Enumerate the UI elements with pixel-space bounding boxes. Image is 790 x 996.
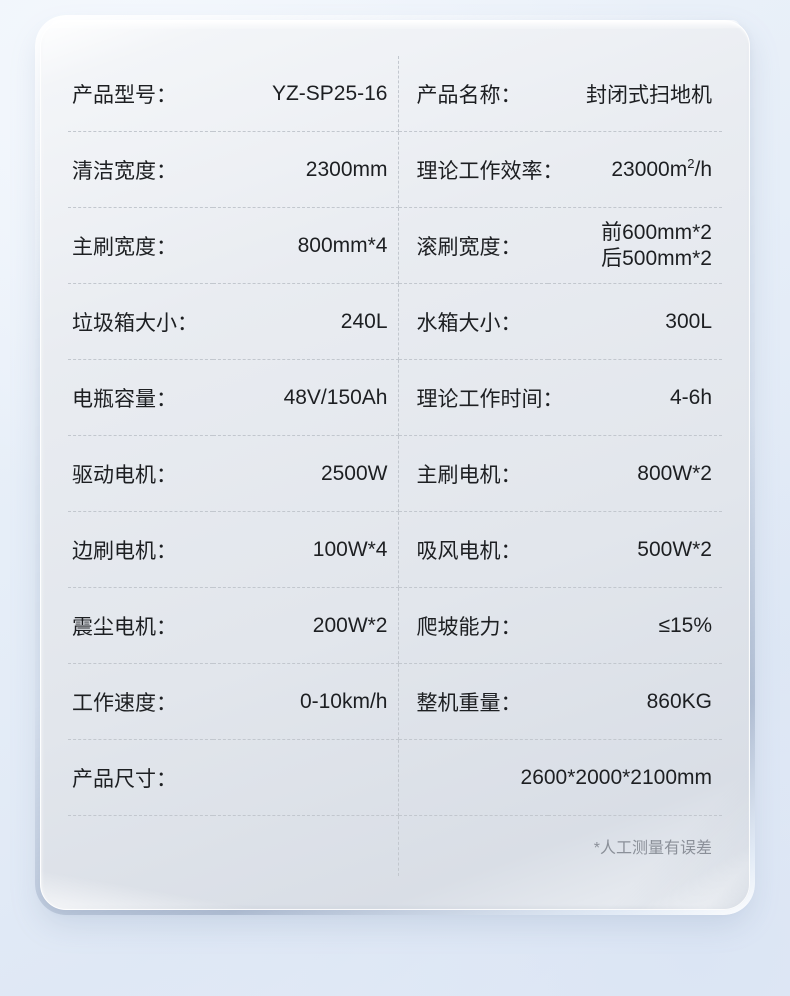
spec-value-prefix: 23000m <box>611 157 688 181</box>
table-row: 驱动电机： 2500W 主刷电机： 800W*2 <box>68 435 722 512</box>
spec-label: 工作速度： <box>68 663 213 740</box>
spec-value: 240L <box>213 283 399 360</box>
spec-label: 电瓶容量： <box>68 359 213 436</box>
spec-label: 水箱大小： <box>398 283 548 360</box>
spec-label: 理论工作时间： <box>398 359 564 436</box>
spec-label: 垃圾箱大小： <box>68 283 213 360</box>
table-row: 电瓶容量： 48V/150Ah 理论工作时间： 4-6h <box>68 359 722 436</box>
spec-label: 清洁宽度： <box>68 131 213 208</box>
table-row: 垃圾箱大小： 240L 水箱大小： 300L <box>68 283 722 360</box>
footnote-spacer-divider <box>213 815 399 876</box>
table-row: 清洁宽度： 2300mm 理论工作效率： 23000m2/h <box>68 131 722 208</box>
spec-value: 860KG <box>548 663 722 740</box>
table-row: 产品型号： YZ-SP25-16 产品名称： 封闭式扫地机 <box>68 56 722 132</box>
spec-value: 100W*4 <box>213 511 399 588</box>
spec-label: 产品尺寸： <box>68 739 213 816</box>
spec-value: 200W*2 <box>213 587 399 664</box>
spec-value: 23000m2/h <box>548 131 722 208</box>
spec-card: 产品型号： YZ-SP25-16 产品名称： 封闭式扫地机 清洁宽度： 2300… <box>35 15 755 915</box>
specifications-table-body: 产品型号： YZ-SP25-16 产品名称： 封闭式扫地机 清洁宽度： 2300… <box>68 56 722 876</box>
spec-label: 理论工作效率： <box>398 131 564 208</box>
specifications-table: 产品型号： YZ-SP25-16 产品名称： 封闭式扫地机 清洁宽度： 2300… <box>68 56 722 876</box>
spec-value: 2600*2000*2100mm <box>398 739 722 816</box>
spec-label: 驱动电机： <box>68 435 213 512</box>
spec-value: YZ-SP25-16 <box>213 56 399 132</box>
spec-value: 500W*2 <box>548 511 722 588</box>
spec-value: 前600mm*2 后500mm*2 <box>548 207 722 284</box>
footnote-spacer-left <box>68 816 213 877</box>
spec-value-line: 前600mm*2 <box>601 220 712 244</box>
spec-value: 4-6h <box>548 359 722 436</box>
spec-label: 主刷宽度： <box>68 207 213 284</box>
spec-label: 产品型号： <box>68 56 213 132</box>
spec-label: 主刷电机： <box>398 435 548 512</box>
spec-label: 爬坡能力： <box>398 587 548 664</box>
spec-value: 2300mm <box>213 131 399 208</box>
spec-label: 产品名称： <box>398 56 548 132</box>
spec-label: 滚刷宽度： <box>398 207 548 284</box>
spec-value: 800mm*4 <box>213 207 399 284</box>
spec-value: ≤15% <box>548 587 722 664</box>
spec-spacer <box>213 739 399 816</box>
table-row: 震尘电机： 200W*2 爬坡能力： ≤15% <box>68 587 722 664</box>
spec-value: 封闭式扫地机 <box>548 56 722 132</box>
spec-value: 800W*2 <box>548 435 722 512</box>
table-row: 工作速度： 0-10km/h 整机重量： 860KG <box>68 663 722 740</box>
table-row: 产品尺寸： 2600*2000*2100mm <box>68 739 722 816</box>
spec-label: 整机重量： <box>398 663 548 740</box>
table-row: 边刷电机： 100W*4 吸风电机： 500W*2 <box>68 511 722 588</box>
measurement-disclaimer: *人工测量有误差 <box>593 840 712 857</box>
spec-label: 吸风电机： <box>398 511 548 588</box>
spec-value-suffix: /h <box>694 157 712 181</box>
spec-value-line: 后500mm*2 <box>601 246 712 270</box>
spec-value: 0-10km/h <box>213 663 399 740</box>
spec-value: 300L <box>548 283 722 360</box>
footnote-row: *人工测量有误差 <box>68 815 722 877</box>
table-row: 主刷宽度： 800mm*4 滚刷宽度： 前600mm*2 后500mm*2 <box>68 207 722 284</box>
card-top-highlight <box>50 20 740 29</box>
spec-label: 震尘电机： <box>68 587 213 664</box>
spec-value: 2500W <box>213 435 399 512</box>
spec-label: 边刷电机： <box>68 511 213 588</box>
spec-value: 48V/150Ah <box>213 359 399 436</box>
